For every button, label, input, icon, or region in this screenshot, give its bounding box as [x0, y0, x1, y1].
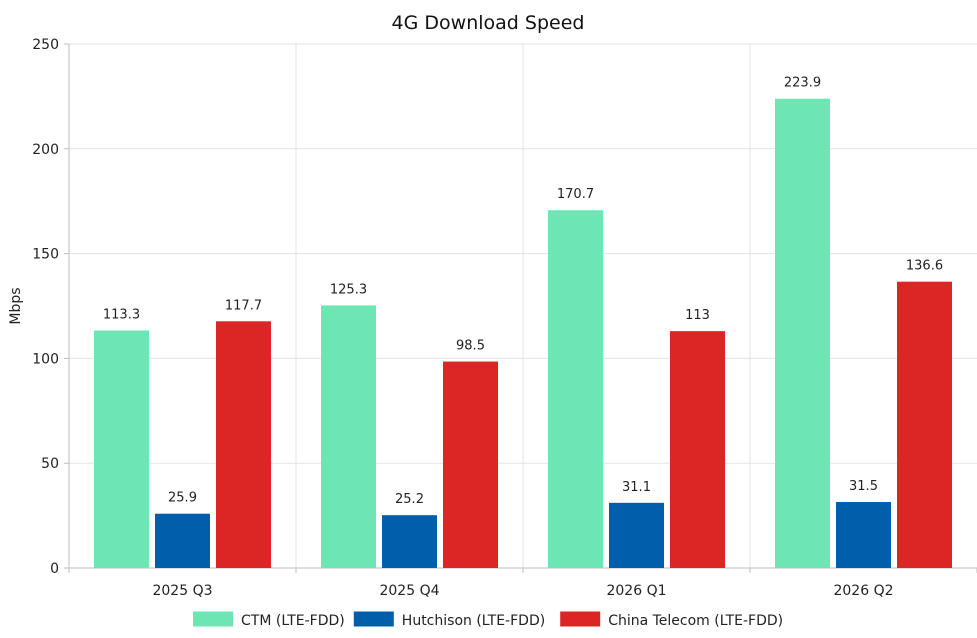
legend-swatch: [193, 611, 233, 627]
bar: [321, 305, 376, 568]
legend-swatch: [353, 611, 394, 627]
legend: CTM (LTE-FDD) Hutchison (LTE-FDD) China Te…: [193, 611, 783, 629]
x-tick-label: 2025 Q4: [379, 583, 439, 599]
y-tick-label: 150: [32, 247, 59, 263]
data-label: 170.7: [557, 187, 594, 202]
x-tick-label: 2025 Q3: [152, 583, 212, 599]
x-tick-label: 2026 Q2: [833, 583, 893, 599]
bar: [548, 210, 603, 568]
y-tick-label: 50: [41, 456, 59, 472]
data-label: 136.6: [906, 259, 943, 274]
data-label: 223.9: [784, 76, 821, 91]
y-tick-label: 100: [32, 351, 59, 367]
data-label: 98.5: [456, 339, 485, 354]
y-tick-label: 0: [50, 561, 59, 577]
bar: [216, 321, 271, 568]
legend-swatch: [560, 611, 601, 627]
y-tick-label: 200: [32, 142, 59, 158]
grid-lines: [69, 43, 977, 568]
y-tick-label: 250: [32, 37, 59, 53]
legend-label: CTM (LTE-FDD): [241, 613, 345, 629]
bar: [155, 513, 210, 568]
data-label: 31.1: [622, 480, 651, 495]
bar: [897, 281, 952, 568]
bar: [382, 515, 437, 568]
bar: [775, 98, 830, 568]
data-label: 25.2: [395, 492, 424, 507]
data-label: 31.5: [849, 479, 878, 494]
bar: [443, 361, 498, 568]
bars: [94, 98, 952, 568]
legend-label: China Telecom (LTE-FDD): [608, 613, 783, 629]
bar: [670, 331, 725, 568]
x-tick-label: 2026 Q1: [606, 583, 666, 599]
data-label: 113.3: [103, 308, 140, 323]
chart-title: 4G Download Speed: [392, 12, 585, 34]
bar: [609, 502, 664, 568]
bar: [94, 330, 149, 568]
y-axis-label: Mbps: [8, 287, 24, 324]
legend-label: Hutchison (LTE-FDD): [402, 613, 545, 629]
data-label: 113: [685, 308, 710, 323]
data-label: 25.9: [168, 491, 197, 506]
bar: [836, 501, 891, 568]
data-label: 117.7: [225, 298, 262, 313]
data-label: 125.3: [330, 282, 367, 297]
data-labels: 113.3 125.3 170.7 223.9 25.9 25.2 31.1 31.5 117.…: [103, 76, 943, 507]
